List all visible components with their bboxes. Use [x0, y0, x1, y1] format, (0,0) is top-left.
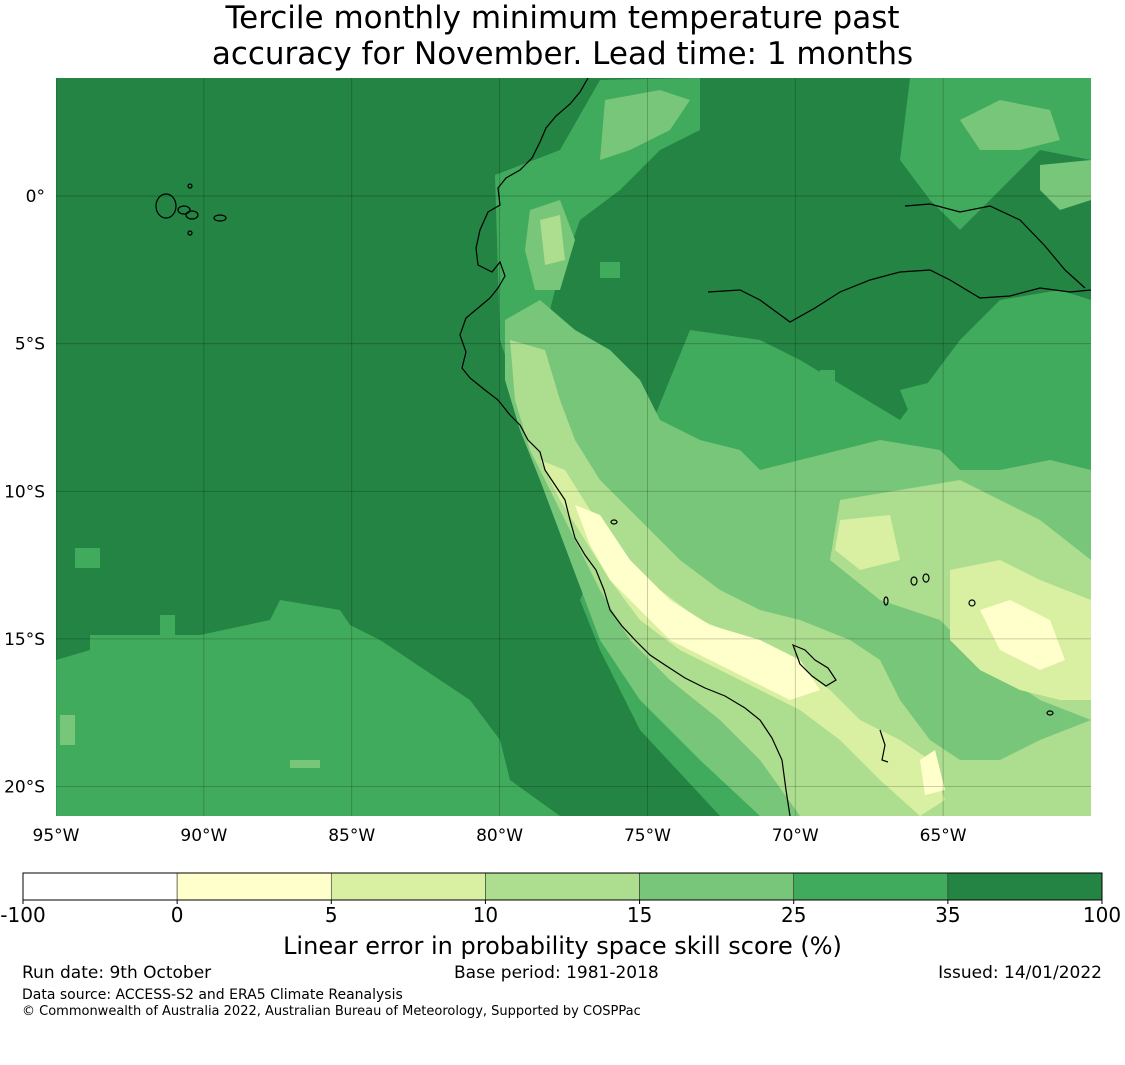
- title-line-1: Tercile monthly minimum temperature past: [225, 0, 900, 36]
- longitude-tick-labels: 95°W 90°W 85°W 80°W 75°W 70°W 65°W: [33, 826, 967, 846]
- data-source: Data source: ACCESS-S2 and ERA5 Climate …: [22, 987, 403, 1003]
- latitude-tick-label: 5°S: [15, 335, 45, 355]
- latitude-tick-label: 10°S: [4, 482, 45, 502]
- longitude-tick-label: 65°W: [920, 826, 967, 846]
- latitude-tick-labels: 0° 5°S 10°S 15°S 20°S: [4, 187, 45, 797]
- map-title: Tercile monthly minimum temperature past…: [0, 0, 1125, 72]
- longitude-tick-label: 85°W: [328, 826, 375, 846]
- skill-band-15-25: [60, 90, 1091, 816]
- colorbar: -100 0 5 10 15 25 35 100: [0, 872, 1121, 927]
- colorbar-segment: [639, 872, 795, 901]
- longitude-tick-label: 80°W: [476, 826, 523, 846]
- colorbar-segment: [947, 872, 1103, 901]
- colorbar-frame: [22, 872, 1103, 901]
- colorbar-segment: [176, 872, 332, 901]
- colorbar-tick-label: 100: [1083, 903, 1121, 927]
- run-date: Run date: 9th October: [22, 963, 212, 983]
- colorbar-tick-label: 15: [627, 903, 652, 927]
- colorbar-segment: [22, 872, 178, 901]
- longitude-tick-label: 75°W: [624, 826, 671, 846]
- latitude-tick-label: 15°S: [4, 630, 45, 650]
- latitude-tick-label: 0°: [26, 187, 45, 207]
- colorbar-tick-label: -100: [0, 903, 45, 927]
- colorbar-tick-label: 0: [171, 903, 184, 927]
- gridlines: [56, 78, 1091, 816]
- coastline: [155, 78, 1091, 816]
- longitude-tick-label: 95°W: [33, 826, 80, 846]
- issued-date: Issued: 14/01/2022: [938, 963, 1102, 983]
- colorbar-segment: [330, 872, 486, 901]
- title-line-2: accuracy for November. Lead time: 1 mont…: [211, 36, 914, 72]
- skill-score-map: [56, 78, 1091, 816]
- colorbar-segment: [485, 872, 640, 901]
- colorbar-tick-label: 35: [935, 903, 960, 927]
- longitude-tick-label: 90°W: [180, 826, 227, 846]
- skill-band-0-5: [575, 505, 1065, 795]
- colorbar-tick-label: 10: [473, 903, 498, 927]
- longitude-tick-label: 70°W: [772, 826, 819, 846]
- colorbar-tick-label: 5: [325, 903, 338, 927]
- colorbar-label: Linear error in probability space skill …: [283, 932, 842, 960]
- base-period: Base period: 1981-2018: [454, 963, 659, 983]
- copyright: © Commonwealth of Australia 2022, Austra…: [22, 1004, 641, 1019]
- colorbar-tick-label: 25: [781, 903, 806, 927]
- colorbar-segment: [793, 872, 949, 901]
- latitude-tick-label: 20°S: [4, 777, 45, 797]
